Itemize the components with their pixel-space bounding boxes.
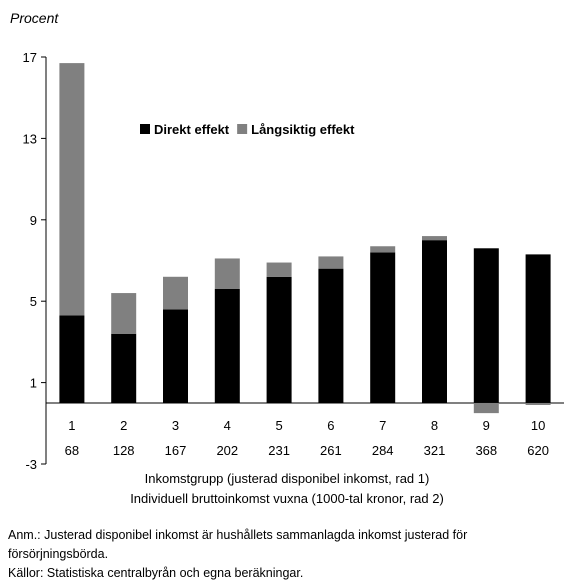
legend: Direkt effekt Långsiktig effekt bbox=[140, 122, 355, 137]
legend-label: Långsiktig effekt bbox=[251, 122, 355, 137]
bar-direkt-effekt-5 bbox=[266, 276, 292, 403]
bar-langsiktig-effekt-7 bbox=[370, 246, 396, 253]
x-tick-label-row1: 6 bbox=[327, 418, 334, 433]
x-tick-label-row1: 9 bbox=[483, 418, 490, 433]
y-tick-label: 5 bbox=[30, 294, 37, 309]
legend-swatch bbox=[237, 124, 248, 134]
bar-langsiktig-effekt-5 bbox=[266, 262, 292, 277]
x-tick-label-row1: 8 bbox=[431, 418, 438, 433]
note-line2: försörjningsbörda. bbox=[8, 547, 109, 561]
x-tick-label-row2: 321 bbox=[424, 443, 446, 458]
x-tick-label-row2: 128 bbox=[113, 443, 135, 458]
bar-direkt-effekt-6 bbox=[318, 268, 344, 403]
bar-langsiktig-effekt-1 bbox=[59, 63, 85, 316]
source-note: Källor: Statistiska centralbyrån och egn… bbox=[8, 566, 304, 580]
x-axis-label-line2: Individuell bruttoinkomst vuxna (1000-ta… bbox=[130, 491, 444, 506]
bar-direkt-effekt-1 bbox=[59, 315, 85, 403]
y-axis-label: Procent bbox=[10, 10, 59, 26]
x-axis-tick-labels: 1 68 2 128 3 167 4 202 5 231 6 261 7 284 8 321 9 368 10 620 bbox=[65, 418, 549, 458]
legend-swatch bbox=[140, 124, 150, 134]
bar-langsiktig-effekt-6 bbox=[318, 256, 344, 269]
note-line1: Anm.: Justerad disponibel inkomst är hus… bbox=[8, 528, 468, 542]
y-tick-label: 9 bbox=[30, 213, 37, 228]
x-tick-label-row1: 3 bbox=[172, 418, 179, 433]
bar-langsiktig-effekt-4 bbox=[214, 258, 240, 289]
bar-langsiktig-effekt-8 bbox=[422, 236, 447, 241]
x-tick-label-row2: 202 bbox=[216, 443, 238, 458]
y-tick-label: 13 bbox=[23, 131, 37, 146]
bar-direkt-effekt-7 bbox=[370, 252, 396, 403]
bars bbox=[59, 63, 551, 414]
bar-langsiktig-effekt-10 bbox=[525, 402, 551, 405]
y-tick-label: 1 bbox=[30, 376, 37, 391]
x-tick-label-row1: 5 bbox=[275, 418, 282, 433]
y-tick-label: 17 bbox=[23, 50, 37, 65]
x-tick-label-row2: 231 bbox=[268, 443, 290, 458]
x-tick-label-row1: 1 bbox=[68, 418, 75, 433]
x-tick-label-row1: 10 bbox=[531, 418, 545, 433]
bar-direkt-effekt-8 bbox=[422, 240, 447, 403]
x-tick-label-row1: 4 bbox=[224, 418, 231, 433]
y-tick-label: -3 bbox=[25, 457, 37, 470]
bar-langsiktig-effekt-9 bbox=[473, 402, 499, 414]
x-tick-label-row1: 7 bbox=[379, 418, 386, 433]
bar-direkt-effekt-4 bbox=[214, 288, 240, 403]
stacked-bar-chart: Procent -3 1 5 9 13 17 1 68 2 128 3 167 4 202 5 231 6 26… bbox=[10, 10, 564, 470]
x-axis-titles: Inkomstgrupp (justerad disponibel inkoms… bbox=[0, 469, 574, 509]
x-tick-label-row2: 368 bbox=[475, 443, 497, 458]
x-axis-label-line1: Inkomstgrupp (justerad disponibel inkoms… bbox=[144, 471, 430, 486]
bar-direkt-effekt-2 bbox=[111, 333, 137, 403]
x-tick-label-row2: 620 bbox=[527, 443, 549, 458]
x-tick-label-row2: 167 bbox=[165, 443, 187, 458]
bar-direkt-effekt-10 bbox=[525, 254, 551, 403]
bar-langsiktig-effekt-2 bbox=[111, 293, 137, 334]
bar-langsiktig-effekt-3 bbox=[163, 276, 188, 310]
x-tick-label-row2: 261 bbox=[320, 443, 342, 458]
x-tick-label-row1: 2 bbox=[120, 418, 127, 433]
footnotes: Anm.: Justerad disponibel inkomst är hus… bbox=[8, 526, 568, 583]
x-tick-label-row2: 68 bbox=[65, 443, 79, 458]
bar-direkt-effekt-3 bbox=[163, 309, 188, 403]
legend-label: Direkt effekt bbox=[154, 122, 230, 137]
bar-direkt-effekt-9 bbox=[473, 248, 499, 403]
x-tick-label-row2: 284 bbox=[372, 443, 394, 458]
